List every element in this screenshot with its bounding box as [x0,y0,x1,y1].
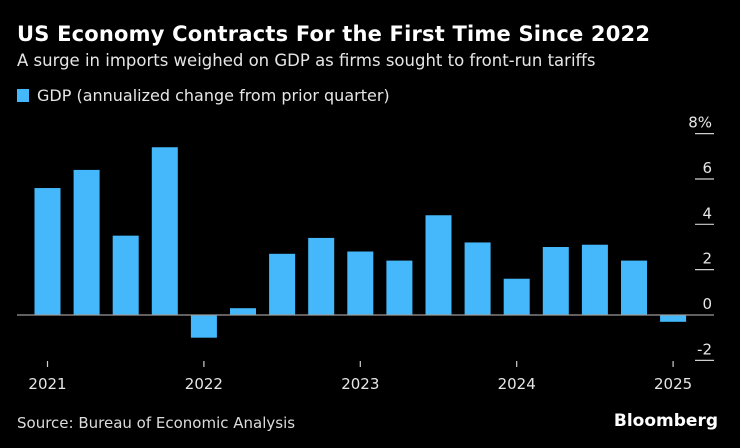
y-tick-label: 0 [702,295,712,313]
legend: GDP (annualized change from prior quarte… [17,86,390,105]
x-tick-label: 2022 [185,375,223,393]
chart-title: US Economy Contracts For the First Time … [17,22,651,46]
source-note: Source: Bureau of Economic Analysis [17,414,296,432]
bar-2023-q3 [425,215,452,315]
legend-swatch [17,89,29,102]
bar-2022-q2 [230,308,256,315]
bar-2021-q3 [112,235,139,315]
y-tick-label: 6 [702,159,712,177]
y-tick-label: 4 [702,204,712,222]
bar-2023-q2 [386,260,413,315]
x-tick-label: 2023 [341,375,379,393]
x-tick-label: 2025 [654,375,692,393]
y-tick-label: 2 [702,250,712,268]
bar-2021-q2 [73,169,100,315]
legend-label: GDP (annualized change from prior quarte… [37,86,390,105]
bar-2024-q1 [503,278,530,315]
x-tick-label: 2024 [498,375,536,393]
y-tick-label: 8% [688,114,712,132]
y-tick-label: -2 [697,340,712,358]
bar-2021-q1 [34,188,61,315]
bar-2024-q2 [542,246,569,315]
bar-2024-q3 [581,244,608,315]
bloomberg-logo: Bloomberg [613,411,718,431]
bar-2025-q1 [660,315,687,322]
bar-2024-q4 [621,260,647,315]
chart-subtitle: A surge in imports weighed on GDP as fir… [17,51,596,70]
x-tick-label: 2021 [28,375,66,393]
bar-2022-q1 [190,315,217,338]
bar-2022-q3 [269,253,296,315]
bar-2022-q4 [308,237,335,315]
bar-2023-q4 [464,242,491,315]
bar-2021-q4 [151,147,178,315]
bar-2023-q1 [347,251,374,315]
